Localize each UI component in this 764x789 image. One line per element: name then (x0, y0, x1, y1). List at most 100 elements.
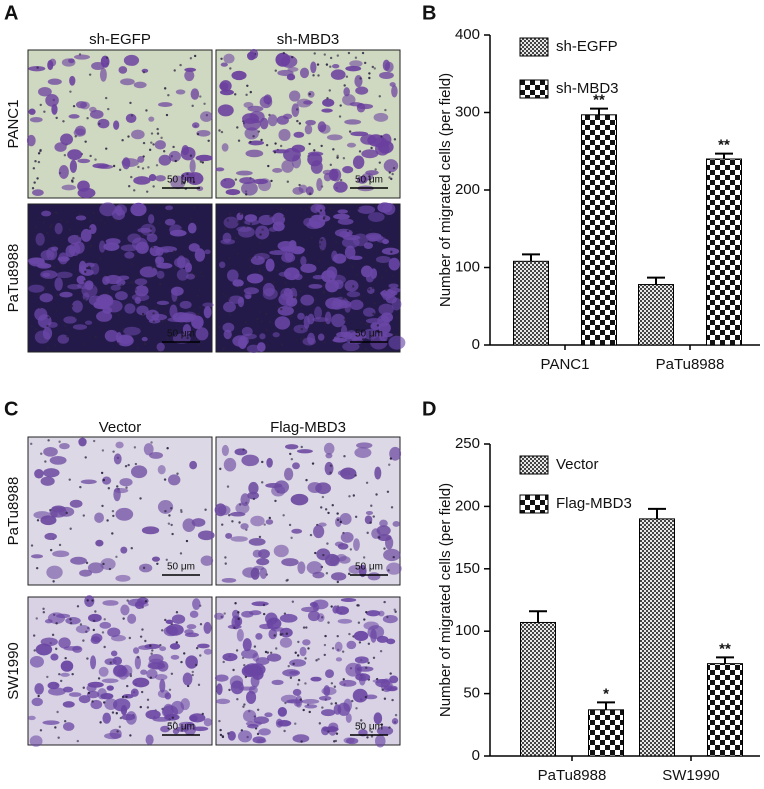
cell (361, 149, 379, 159)
cell (329, 163, 332, 167)
cell (222, 652, 238, 662)
cell (139, 635, 143, 638)
cell (274, 499, 277, 503)
cell (353, 630, 369, 641)
cell (267, 164, 270, 168)
cell (41, 210, 52, 217)
cell (36, 263, 52, 269)
cell (315, 482, 332, 495)
cell (54, 344, 57, 347)
cell (334, 641, 343, 652)
cell (234, 616, 243, 627)
cell (115, 291, 128, 301)
cell (179, 508, 183, 512)
cell (155, 673, 168, 681)
cell (358, 150, 362, 153)
cell (368, 175, 371, 178)
cell (354, 75, 363, 88)
cell (226, 485, 230, 488)
cell (188, 243, 200, 252)
cell (175, 89, 186, 95)
cell (336, 512, 339, 515)
cell (199, 654, 202, 657)
cell (235, 170, 253, 176)
cell (394, 610, 397, 613)
y-tick-label: 100 (455, 622, 480, 639)
cell (123, 54, 140, 66)
cell (304, 124, 313, 135)
cell (318, 722, 322, 725)
cell (376, 324, 380, 327)
cell (246, 690, 257, 704)
cell (126, 684, 129, 688)
cell (227, 731, 236, 741)
cell (99, 202, 117, 217)
cell (159, 646, 167, 652)
cell (148, 214, 155, 224)
cell (246, 84, 249, 88)
cell (124, 464, 128, 468)
cell (283, 467, 294, 481)
cell (280, 694, 298, 704)
cell (233, 626, 236, 629)
error-bar (597, 701, 615, 710)
cell (347, 51, 351, 55)
cell (49, 225, 52, 229)
cell (109, 661, 112, 664)
cell (120, 284, 124, 287)
cell (75, 125, 86, 136)
cell (173, 721, 176, 724)
cell (258, 310, 262, 314)
cell (49, 58, 57, 67)
cell (264, 278, 267, 282)
cell (102, 562, 105, 566)
cell (316, 613, 325, 623)
cell (134, 655, 141, 670)
cell (226, 269, 239, 282)
cell (354, 656, 369, 664)
cell (229, 675, 244, 689)
cell (386, 562, 402, 575)
cell (130, 262, 133, 266)
cell (90, 655, 97, 670)
cell (336, 54, 340, 57)
micrograph: 50 μm (27, 436, 215, 586)
cell (110, 650, 118, 657)
cell (370, 504, 373, 507)
cell (67, 234, 82, 245)
cell (120, 78, 135, 86)
cell (196, 294, 200, 297)
cell (289, 659, 307, 667)
cell (115, 507, 134, 521)
cell (95, 539, 104, 547)
cell (112, 656, 123, 666)
cell (384, 61, 394, 73)
cell (292, 295, 296, 299)
cell (54, 222, 63, 235)
cell (115, 555, 118, 559)
cell (361, 51, 365, 55)
cell (390, 250, 393, 254)
cell (350, 131, 369, 137)
cell (334, 702, 338, 705)
cell (189, 159, 196, 174)
cell (165, 336, 169, 339)
cell (234, 93, 237, 96)
cell (68, 228, 72, 231)
cell (368, 72, 371, 75)
cell (89, 154, 92, 158)
y-tick-label: 400 (455, 26, 480, 43)
cell (235, 236, 238, 240)
cell (294, 651, 297, 654)
cell (265, 519, 274, 525)
cell (325, 297, 343, 310)
cell (136, 305, 149, 316)
cell (26, 134, 36, 147)
significance-label: ** (718, 137, 730, 154)
cell (145, 302, 149, 306)
cell (347, 572, 351, 576)
cell (42, 720, 60, 725)
cell (323, 653, 326, 657)
cell (244, 127, 259, 140)
cell (259, 333, 266, 340)
